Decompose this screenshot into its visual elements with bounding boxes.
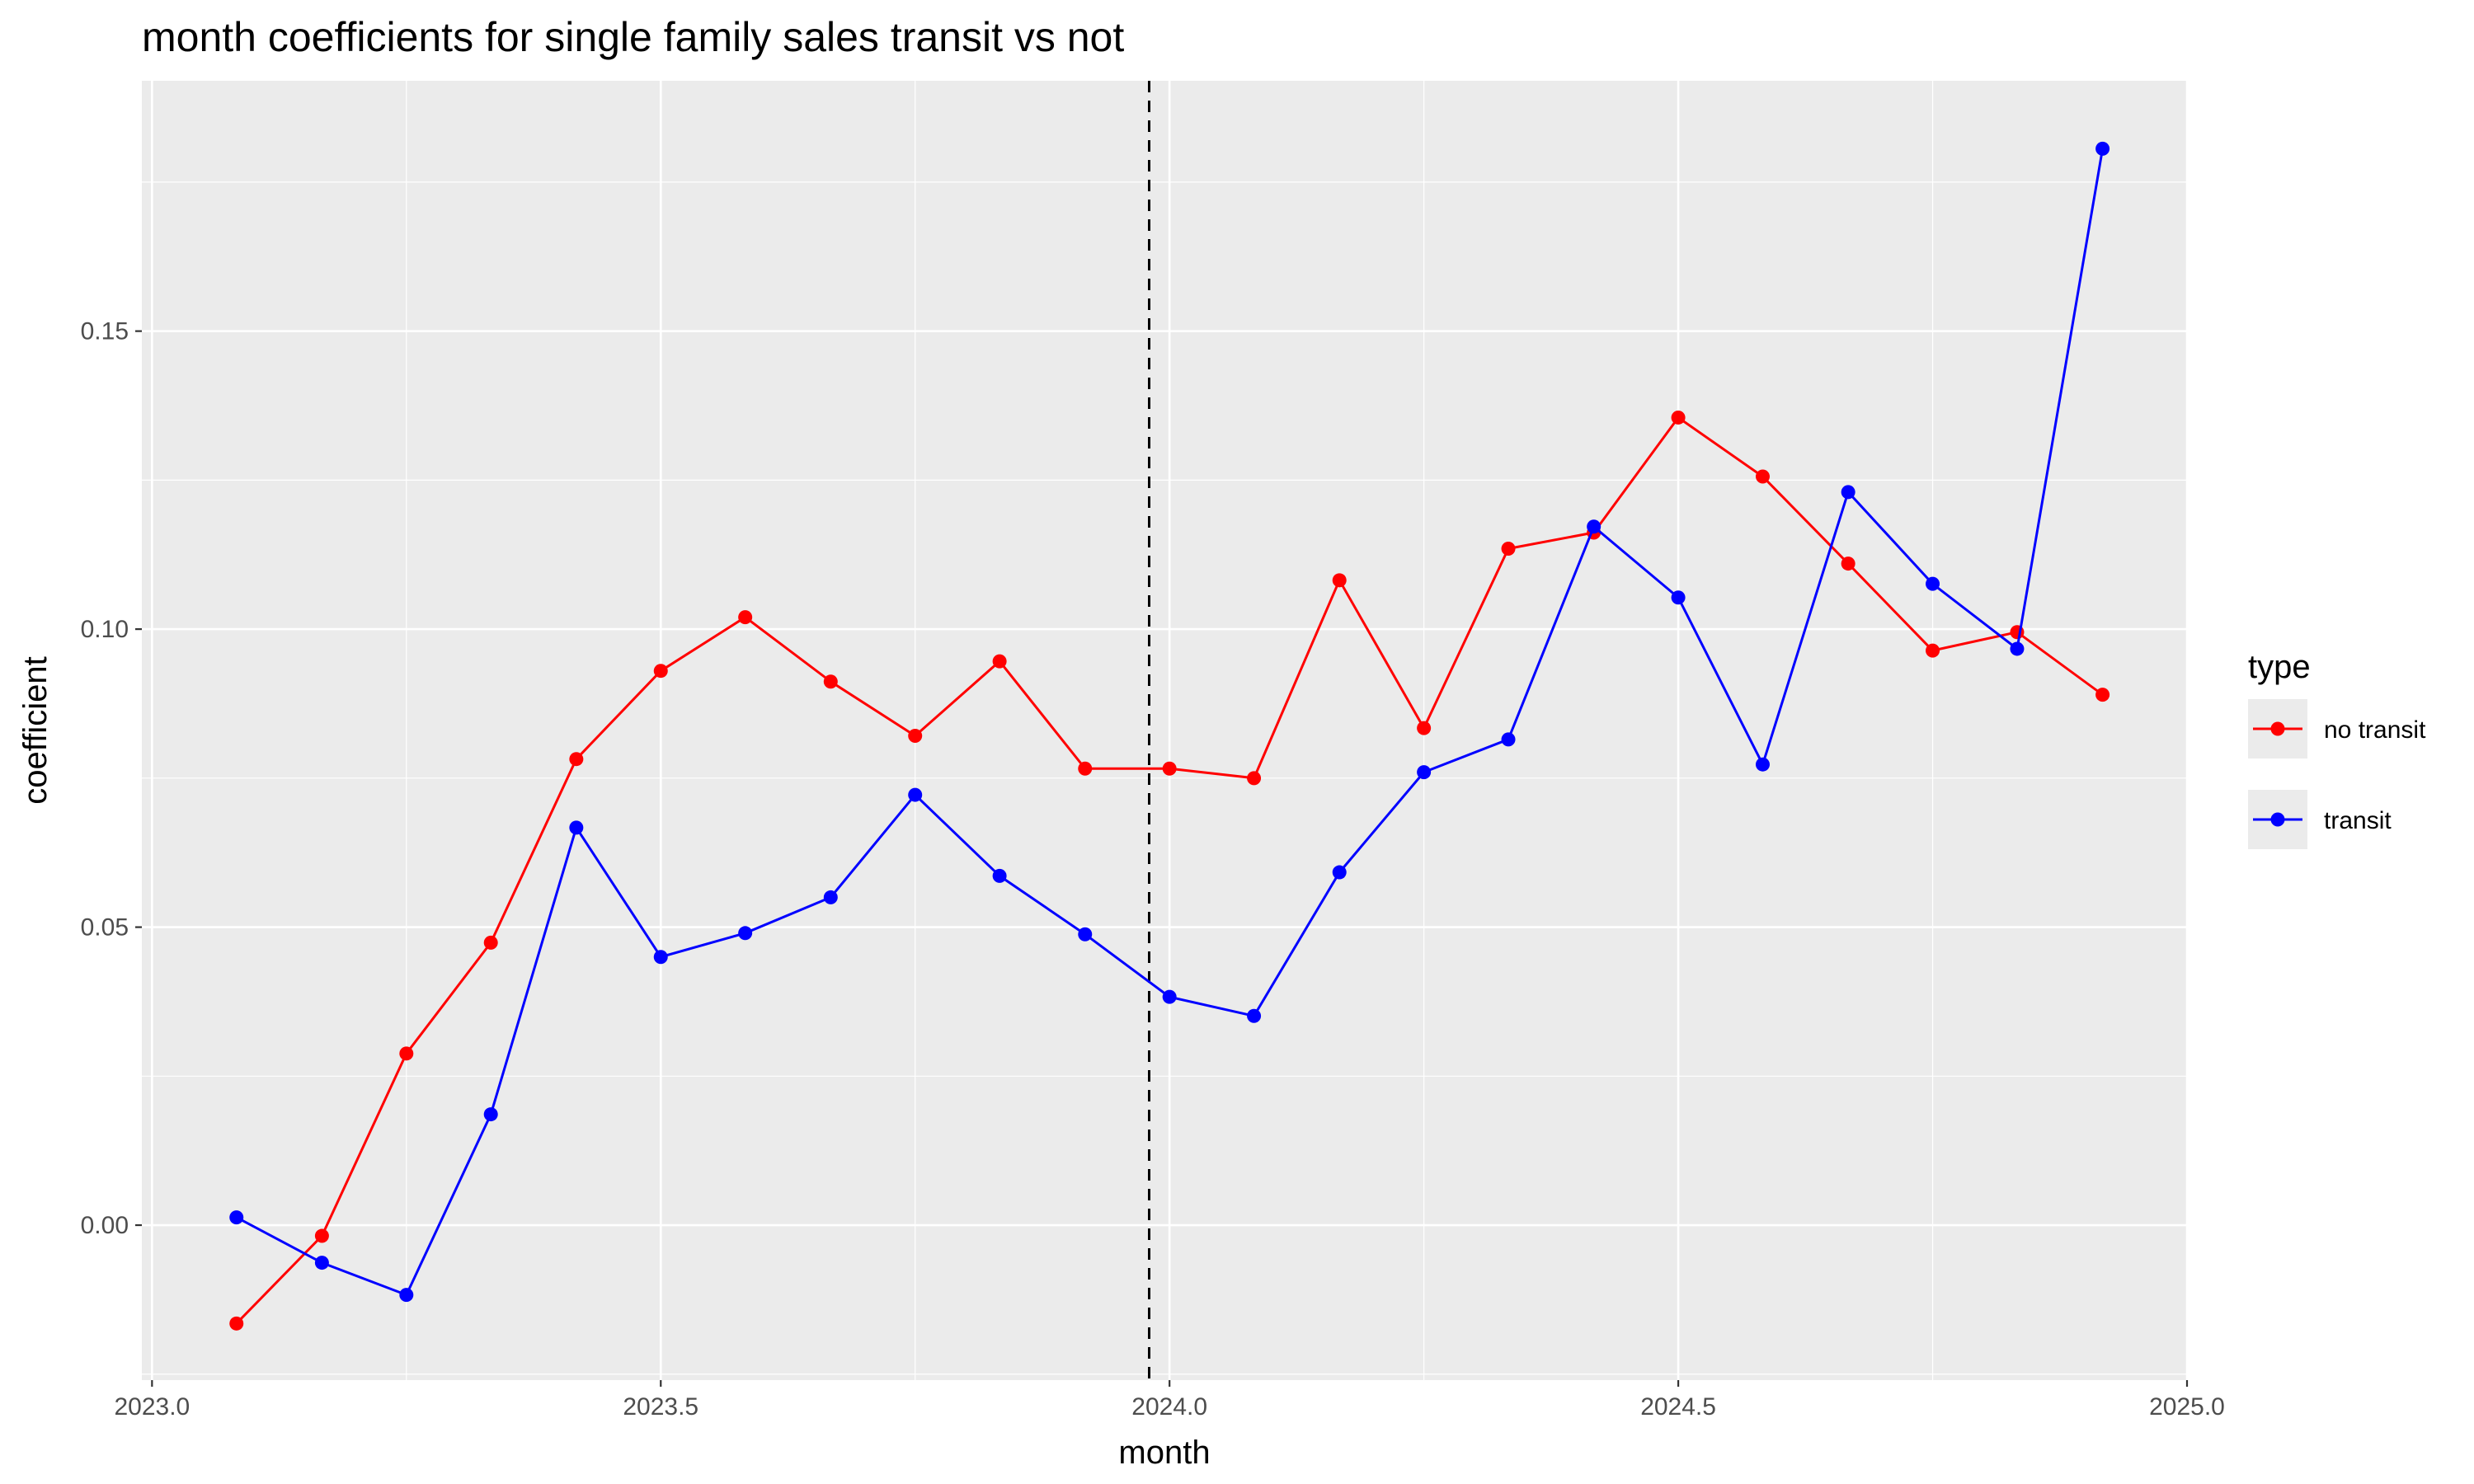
x-tick-label: 2023.5: [623, 1393, 698, 1421]
legend-label-no-transit: no transit: [2324, 716, 2426, 744]
x-tick-label: 2025.0: [2149, 1393, 2225, 1421]
data-point-no-transit: [1755, 469, 1770, 484]
legend-entries: no transit transit: [2248, 699, 2426, 849]
y-tick-label: 0.05: [81, 914, 129, 942]
data-point-transit: [1417, 765, 1432, 780]
data-point-no-transit: [1417, 721, 1432, 735]
y-tick-label: 0.10: [81, 616, 129, 643]
data-point-no-transit: [483, 935, 498, 950]
axes-layer: 2023.0 2023.5 2024.0 2024.5 2025.0 0.00 0.05 0.…: [81, 318, 2225, 1421]
data-point-no-transit: [653, 664, 668, 679]
y-axis-title: coefficient: [17, 656, 54, 804]
legend-point-no-transit: [2270, 721, 2285, 736]
y-tick-label: 0.15: [81, 318, 129, 345]
major-gridlines: [142, 81, 2189, 1380]
x-tick-label: 2023.0: [114, 1393, 190, 1421]
data-point-transit: [1671, 590, 1686, 605]
data-point-no-transit: [908, 729, 923, 744]
data-point-no-transit: [1162, 761, 1177, 776]
data-point-no-transit: [1078, 761, 1093, 776]
x-axis-title: month: [1118, 1435, 1210, 1471]
minor-gridlines: [142, 81, 2187, 1380]
data-point-transit: [399, 1288, 414, 1303]
data-point-no-transit: [2095, 688, 2110, 702]
data-point-transit: [229, 1210, 244, 1225]
data-point-no-transit: [569, 752, 584, 767]
legend-point-transit: [2270, 812, 2285, 827]
x-tick-label: 2024.5: [1640, 1393, 1716, 1421]
data-point-no-transit: [1841, 556, 1856, 571]
y-tick-label: 0.00: [81, 1212, 129, 1239]
data-point-no-transit: [1926, 643, 1940, 658]
data-point-no-transit: [229, 1316, 244, 1331]
data-point-no-transit: [1247, 771, 1262, 786]
data-point-transit: [1501, 732, 1516, 747]
data-point-transit: [1587, 519, 1602, 534]
data-point-no-transit: [1332, 573, 1347, 588]
data-point-no-transit: [992, 654, 1007, 669]
data-point-transit: [314, 1256, 329, 1270]
data-point-transit: [483, 1107, 498, 1122]
data-point-no-transit: [1501, 542, 1516, 556]
data-point-no-transit: [823, 674, 838, 689]
data-point-no-transit: [1671, 410, 1686, 425]
legend-label-transit: transit: [2324, 807, 2392, 834]
data-point-transit: [1841, 485, 1856, 500]
data-point-transit: [2010, 641, 2025, 656]
data-point-no-transit: [738, 610, 753, 625]
legend: type no transit transit: [2248, 649, 2426, 849]
legend-title: type: [2248, 649, 2311, 685]
data-point-transit: [1332, 865, 1347, 880]
data-point-transit: [1926, 576, 1940, 591]
data-point-transit: [1162, 989, 1177, 1004]
data-point-transit: [1247, 1008, 1262, 1023]
data-point-no-transit: [314, 1228, 329, 1243]
data-point-transit: [1078, 927, 1093, 942]
data-point-transit: [653, 950, 668, 965]
data-point-transit: [569, 820, 584, 835]
plot-panel: [142, 81, 2187, 1380]
x-tick-label: 2024.0: [1131, 1393, 1207, 1421]
data-point-transit: [908, 787, 923, 802]
chart-title: month coefficients for single family sal…: [142, 14, 1124, 60]
data-point-transit: [2095, 141, 2110, 156]
data-point-transit: [1755, 757, 1770, 772]
data-point-transit: [738, 926, 753, 941]
series-layer: [229, 141, 2110, 1331]
data-point-no-transit: [399, 1046, 414, 1061]
data-point-transit: [823, 890, 838, 904]
data-point-transit: [992, 868, 1007, 883]
